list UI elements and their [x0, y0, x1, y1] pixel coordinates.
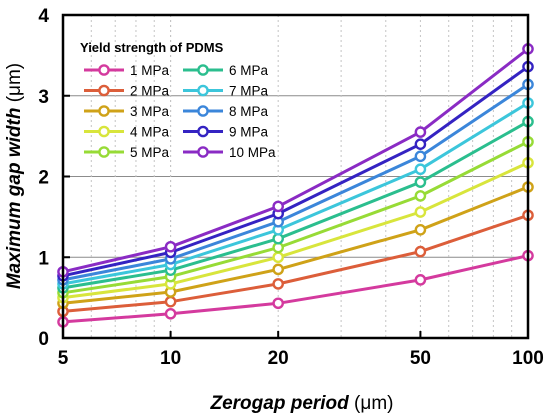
- data-point: [272, 278, 284, 290]
- x-tick-label: 5: [58, 348, 69, 369]
- data-point: [414, 190, 427, 202]
- data-point: [414, 138, 427, 150]
- legend-swatch-marker: [98, 64, 110, 76]
- x-tick-label: 10: [160, 348, 181, 369]
- legend-swatch-marker: [197, 84, 209, 97]
- x-axis-title: Zerogap period (μm): [209, 393, 393, 414]
- legend-item: 2 MPa: [84, 84, 170, 99]
- legend-label: 6 MPa: [229, 63, 269, 78]
- legend-label: 2 MPa: [130, 84, 170, 99]
- y-tick-label: 3: [38, 87, 49, 108]
- data-point: [414, 163, 427, 176]
- data-point: [272, 200, 284, 213]
- legend-swatch-marker: [197, 64, 209, 76]
- legend-swatch-marker: [197, 125, 209, 138]
- y-axis-title-text: Maximum gap width: [4, 108, 25, 290]
- data-point: [272, 297, 284, 310]
- legend-item: 5 MPa: [84, 145, 170, 160]
- data-point: [414, 245, 427, 258]
- legend-label: 9 MPa: [229, 125, 269, 140]
- legend-swatch-marker: [98, 84, 110, 97]
- data-point: [414, 223, 427, 236]
- x-axis-title-text: Zerogap period: [209, 393, 349, 414]
- data-point: [414, 150, 427, 163]
- data-point: [414, 206, 427, 218]
- legend-label: 8 MPa: [229, 104, 269, 119]
- legend-swatch-marker: [197, 105, 209, 117]
- y-tick-label: 0: [38, 329, 49, 350]
- legend-label: 10 MPa: [229, 145, 276, 160]
- legend-item: 4 MPa: [84, 125, 170, 140]
- data-point: [414, 126, 427, 138]
- data-point: [164, 307, 177, 320]
- legend-item: 10 MPa: [183, 145, 276, 160]
- legend-swatch-marker: [197, 146, 209, 158]
- legend-label: 4 MPa: [130, 125, 170, 140]
- legend: Yield strength of PDMS 1 MPa 2 MPa 3 MPa 4 …: [80, 40, 276, 160]
- y-tick-label: 1: [38, 248, 49, 269]
- legend-item: 1 MPa: [84, 63, 170, 78]
- x-tick-label: 50: [410, 348, 431, 369]
- legend-item: 3 MPa: [84, 104, 170, 119]
- y-tick-label: 4: [38, 6, 49, 27]
- x-tick-label: 100: [512, 348, 544, 369]
- data-point: [414, 176, 427, 188]
- legend-label: 3 MPa: [130, 104, 170, 119]
- data-point: [272, 263, 284, 276]
- y-tick-label: 2: [38, 168, 49, 189]
- legend-title: Yield strength of PDMS: [80, 40, 224, 55]
- legend-item: 6 MPa: [183, 63, 269, 78]
- x-tick-label: 20: [268, 348, 289, 369]
- legend-swatch-marker: [98, 125, 110, 138]
- legend-item: 9 MPa: [183, 125, 269, 140]
- y-axis-title: Maximum gap width (μm): [4, 63, 25, 289]
- legend-item: 7 MPa: [183, 84, 269, 99]
- legend-swatch-marker: [98, 146, 110, 158]
- legend-label: 1 MPa: [130, 63, 170, 78]
- data-point: [414, 274, 427, 286]
- data-point: [164, 295, 177, 308]
- legend-label: 7 MPa: [229, 84, 269, 99]
- legend-label: 5 MPa: [130, 145, 170, 160]
- data-point: [164, 240, 177, 253]
- y-axis-title-unit: (μm): [4, 63, 25, 108]
- legend-swatch-marker: [98, 105, 110, 117]
- series-10-mpa: [57, 43, 534, 278]
- legend-item: 8 MPa: [183, 104, 269, 119]
- data-point: [272, 251, 284, 264]
- x-axis-title-unit: (μm): [349, 393, 394, 414]
- axis-ticks: 0 1 2 3 4 5 10 20 50 100: [38, 6, 543, 369]
